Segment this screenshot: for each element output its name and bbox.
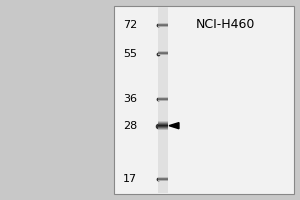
Text: 28: 28 xyxy=(123,121,137,131)
Bar xyxy=(114,6,294,194)
Text: 72: 72 xyxy=(123,20,137,30)
Text: NCI-H460: NCI-H460 xyxy=(196,18,255,31)
Bar xyxy=(158,7,168,193)
Text: 36: 36 xyxy=(123,94,137,104)
Polygon shape xyxy=(169,123,179,129)
Text: 17: 17 xyxy=(123,174,137,184)
Text: 55: 55 xyxy=(123,49,137,59)
